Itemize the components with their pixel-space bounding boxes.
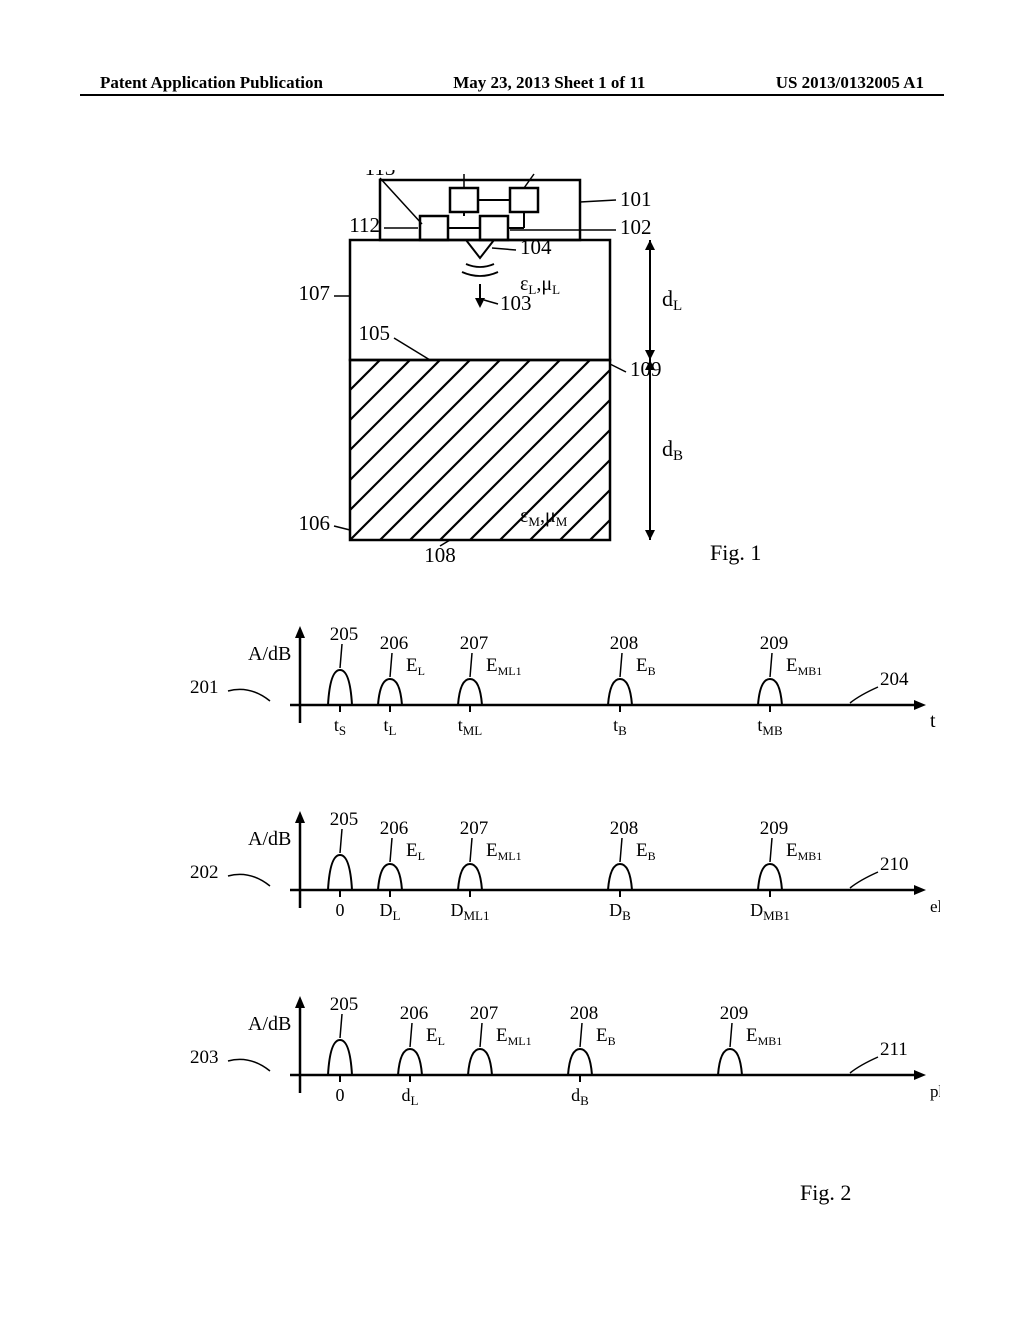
svg-text:207: 207 [460, 633, 489, 654]
svg-text:0: 0 [336, 900, 345, 920]
header-right: US 2013/0132005 A1 [776, 73, 924, 93]
svg-text:DMB1: DMB1 [750, 900, 790, 923]
svg-text:204: 204 [880, 669, 909, 690]
svg-text:EL: EL [406, 840, 425, 863]
svg-text:205: 205 [330, 809, 359, 830]
svg-text:211: 211 [880, 1039, 908, 1060]
svg-text:DML1: DML1 [451, 900, 490, 923]
svg-text:DB: DB [609, 900, 631, 923]
svg-text:107: 107 [299, 281, 331, 305]
svg-text:205: 205 [330, 624, 359, 645]
header-left: Patent Application Publication [100, 73, 323, 93]
svg-text:208: 208 [570, 1003, 599, 1024]
svg-text:209: 209 [760, 818, 789, 839]
svg-text:EMB1: EMB1 [786, 655, 822, 678]
svg-text:203: 203 [190, 1047, 219, 1068]
svg-text:A/dB: A/dB [248, 1013, 291, 1035]
svg-text:105: 105 [359, 321, 391, 345]
svg-text:dL: dL [402, 1085, 419, 1108]
figure-1-caption: Fig. 1 [710, 540, 761, 566]
svg-text:EB: EB [636, 655, 656, 678]
svg-text:dB: dB [662, 436, 683, 464]
svg-text:t: t [930, 710, 936, 732]
svg-text:A/dB: A/dB [248, 643, 291, 665]
svg-text:tL: tL [384, 715, 397, 738]
svg-text:EL: EL [406, 655, 425, 678]
figure-2-svg: A/dBt201204tStLtMLtBtMB205206EL207EML120… [180, 610, 940, 1230]
svg-text:EB: EB [596, 1025, 616, 1048]
svg-text:DL: DL [380, 900, 401, 923]
svg-text:210: 210 [880, 854, 909, 875]
svg-text:physical distance d: physical distance d [930, 1082, 940, 1101]
svg-text:EB: EB [636, 840, 656, 863]
header-center: May 23, 2013 Sheet 1 of 11 [453, 73, 645, 93]
svg-text:A/dB: A/dB [248, 828, 291, 850]
svg-text:electrical distance D: electrical distance D [930, 897, 940, 916]
svg-text:tML: tML [458, 715, 483, 738]
svg-text:103: 103 [500, 291, 532, 315]
figure-2-caption: Fig. 2 [800, 1180, 851, 1206]
svg-text:205: 205 [330, 994, 359, 1015]
svg-text:202: 202 [190, 862, 219, 883]
figure-2: A/dBt201204tStLtMLtBtMB205206EL207EML120… [180, 610, 940, 1230]
svg-text:106: 106 [299, 511, 331, 535]
svg-text:EML1: EML1 [486, 655, 522, 678]
figure-1-svg: dLdBεL,μLεM,μM11311111010111210210710410… [270, 170, 790, 590]
svg-text:208: 208 [610, 633, 639, 654]
header-divider [80, 94, 944, 96]
figure-1: dLdBεL,μLεM,μM11311111010111210210710410… [270, 170, 790, 590]
svg-text:EMB1: EMB1 [746, 1025, 782, 1048]
svg-text:109: 109 [630, 357, 662, 381]
svg-text:104: 104 [520, 235, 552, 259]
svg-text:207: 207 [460, 818, 489, 839]
svg-text:206: 206 [380, 818, 409, 839]
svg-text:dB: dB [571, 1085, 589, 1108]
svg-text:112: 112 [349, 213, 380, 237]
svg-text:209: 209 [760, 633, 789, 654]
svg-text:201: 201 [190, 677, 219, 698]
svg-text:EMB1: EMB1 [786, 840, 822, 863]
svg-text:tB: tB [613, 715, 627, 738]
svg-text:101: 101 [620, 187, 652, 211]
svg-text:209: 209 [720, 1003, 749, 1024]
svg-text:108: 108 [424, 543, 456, 567]
svg-text:208: 208 [610, 818, 639, 839]
svg-text:102: 102 [620, 215, 652, 239]
svg-text:206: 206 [400, 1003, 429, 1024]
svg-text:206: 206 [380, 633, 409, 654]
svg-text:dL: dL [662, 286, 682, 314]
svg-text:0: 0 [336, 1085, 345, 1105]
svg-text:EL: EL [426, 1025, 445, 1048]
svg-text:207: 207 [470, 1003, 499, 1024]
svg-text:EML1: EML1 [496, 1025, 532, 1048]
svg-text:tS: tS [334, 715, 346, 738]
svg-text:110: 110 [525, 170, 556, 175]
svg-text:tMB: tMB [757, 715, 783, 738]
svg-text:EML1: EML1 [486, 840, 522, 863]
